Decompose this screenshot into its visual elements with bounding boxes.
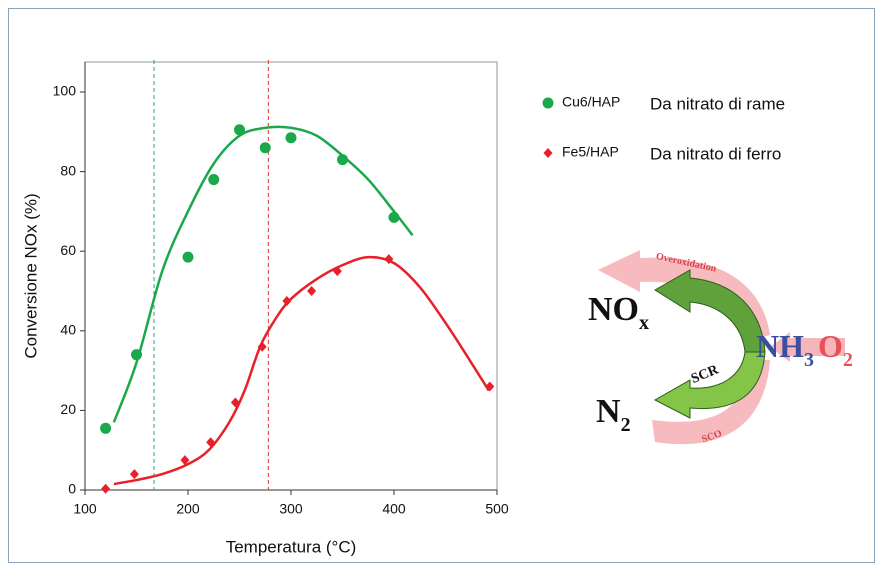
y-tick-label: 20 [60, 401, 76, 417]
nox-text: NO [588, 291, 639, 328]
data-point [485, 381, 495, 392]
data-point [129, 469, 139, 480]
legend-label: Fe5/HAP [562, 144, 619, 160]
data-point [206, 437, 216, 448]
sco-arrow [652, 360, 770, 445]
o2-sub: 2 [843, 349, 853, 371]
nh3-text: NH [756, 328, 804, 364]
legend-marker [542, 97, 554, 109]
frame [8, 8, 875, 563]
nh3-label: NH3 [756, 328, 814, 370]
x-tick-label: 400 [382, 501, 406, 517]
nh3-sub: 3 [804, 349, 814, 371]
y-tick-label: 100 [53, 83, 77, 99]
o2-text: O [818, 328, 843, 364]
fit-curve [113, 255, 490, 486]
nox-sub: x [639, 312, 649, 334]
data-point [307, 286, 317, 296]
data-point [100, 422, 112, 434]
x-tick-label: 100 [73, 501, 97, 517]
n2-sub: 2 [621, 414, 631, 436]
n2-arrow [653, 351, 766, 419]
x-tick-label: 500 [485, 501, 509, 517]
o2-arrow [770, 332, 845, 362]
y-tick-label: 0 [68, 481, 76, 497]
x-tick-label: 200 [176, 501, 200, 517]
y-tick-label: 60 [60, 242, 76, 258]
data-point [101, 483, 111, 494]
y-axis-label: Conversione NOx (%) [21, 193, 40, 358]
data-point [131, 349, 142, 361]
overoxidation-arrow [598, 250, 770, 340]
data-point [282, 295, 292, 306]
data-point [332, 266, 342, 277]
data-point [180, 455, 190, 466]
legend-label: Cu6/HAP [562, 94, 620, 110]
data-point [337, 154, 348, 166]
scr-label: SCR [689, 362, 721, 387]
y-tick-label: 80 [60, 162, 76, 178]
n2-label: N2 [596, 393, 631, 436]
legend-annotation: Da nitrato di rame [650, 94, 785, 113]
nox-arrow [654, 269, 766, 353]
nox-label: NOx [588, 291, 649, 334]
n2-text: N [596, 393, 621, 430]
y-tick-label: 40 [60, 322, 76, 338]
data-point [285, 132, 297, 144]
data-point [384, 254, 394, 265]
legend-annotation: Da nitrato di ferro [650, 144, 781, 163]
diagram-arrows [598, 250, 845, 445]
plot-frame [84, 61, 498, 491]
data-point [388, 211, 400, 223]
data-point [208, 174, 220, 186]
data-point [182, 251, 194, 263]
data-point [257, 341, 267, 352]
data-point [259, 142, 271, 154]
x-tick-label: 300 [279, 501, 303, 517]
fit-curve [112, 125, 414, 423]
data-point [234, 124, 245, 136]
data-point [230, 397, 240, 408]
legend-marker [543, 148, 553, 158]
x-axis-label: Temperatura (°C) [226, 537, 357, 556]
o2-label: O2 [818, 328, 853, 370]
